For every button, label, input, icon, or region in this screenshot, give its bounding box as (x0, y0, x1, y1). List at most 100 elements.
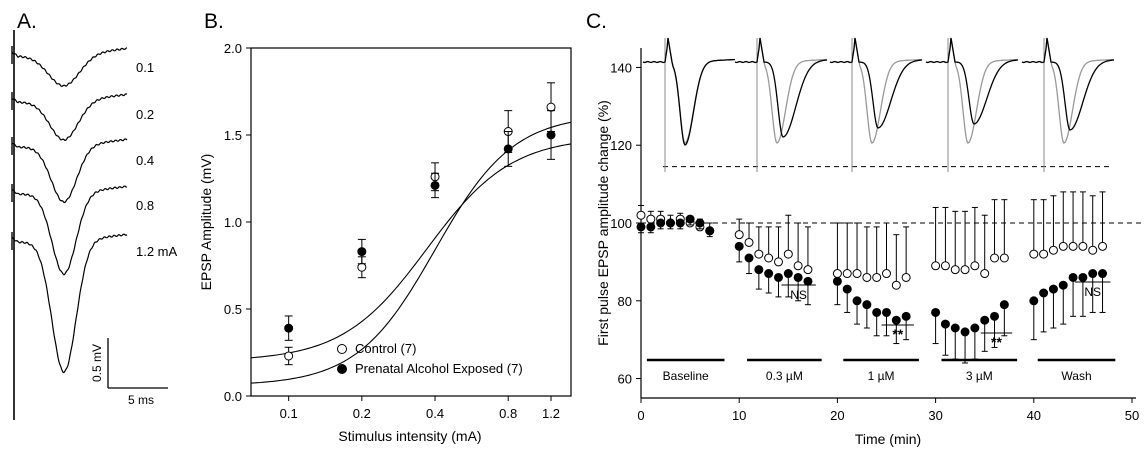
plot-c-point-1-21 (882, 307, 891, 317)
scale-time-label: 5 ms (128, 393, 154, 407)
plot-c-point-0-8 (734, 230, 744, 240)
plot-b-point-1-0 (284, 323, 294, 333)
plot-c-point-1-23 (901, 311, 911, 321)
plot-c-significance: NS ** ** NS (781, 281, 1111, 350)
plot-b-fit-0 (250, 121, 572, 384)
plot-c-xtick-label-3: 30 (928, 408, 942, 423)
plot-c-point-1-19 (862, 300, 872, 310)
plot-c-point-1-32 (1029, 296, 1039, 306)
plot-c-point-1-17 (842, 284, 852, 294)
plot-c-point-0-16 (832, 269, 842, 279)
plot-c-point-0-27 (960, 265, 970, 275)
plot-c-point-1-33 (1039, 288, 1049, 298)
plot-c-xtick-label-5: 50 (1125, 408, 1139, 423)
plot-c-reference-lines (641, 166, 1143, 224)
plot-c-point-1-28 (970, 323, 980, 333)
plot-c-point-0-22 (891, 280, 901, 290)
plot-c-ytick-label-0: 60 (618, 372, 632, 387)
plot-b-point-1-1 (357, 247, 367, 257)
trace-4 (11, 233, 128, 374)
plot-b-point-0-1 (357, 262, 367, 272)
plot-c-xtick-label-1: 10 (732, 408, 746, 423)
plot-b-point-0-4 (546, 102, 556, 112)
plot-c-ytick-label-1: 80 (618, 294, 632, 309)
plot-c-point-0-23 (901, 272, 911, 282)
plot-c-point-1-13 (783, 269, 793, 279)
panel-c: C. 0 10 20 30 40 50 60 80 100 120 140 Baseline 0.3 … (586, 10, 1143, 447)
legend-pae-marker (337, 364, 347, 374)
plot-c-xtick-label-2: 20 (830, 408, 844, 423)
epsp-traces (11, 30, 128, 420)
trace-label-2: 0.4 (136, 153, 154, 168)
plot-c-xtick-label-0: 0 (637, 408, 644, 423)
plot-c-point-0-18 (852, 269, 862, 279)
condition-label-1: 0.3 µM (766, 369, 803, 383)
inset-trace-drug-3 (925, 37, 1019, 125)
panel-b: B. 0.1 0.2 0.4 0.8 1.2 0.0 0.5 1.0 1.5 2.0 Stimul… (198, 10, 572, 444)
trace-1 (11, 93, 128, 142)
plot-b-ytick-label-3: 1.5 (224, 128, 242, 143)
plot-c-point-1-6 (695, 218, 705, 228)
trace-label-4: 1.2 mA (136, 244, 178, 259)
plot-c-ticks: 0 10 20 30 40 50 60 80 100 120 140 (610, 60, 1139, 423)
scale-voltage-label: 0.5 mV (90, 344, 104, 382)
plot-c-point-0-20 (872, 272, 882, 282)
plot-c-point-0-19 (862, 272, 872, 282)
trace-label-0: 0.1 (136, 60, 154, 75)
plot-b-points (284, 82, 556, 366)
plot-c-point-0-32 (1029, 249, 1039, 259)
plot-c-point-1-36 (1068, 272, 1078, 282)
legend-control-label: Control (7) (355, 341, 416, 356)
trace-label-3: 0.8 (136, 198, 154, 213)
scale-bar: 0.5 mV 5 ms (90, 338, 168, 407)
plot-b-ytick-label-1: 0.5 (224, 302, 242, 317)
significance-label-1: ** (892, 326, 903, 342)
plot-c-point-1-29 (980, 315, 990, 325)
plot-c-ylabel: First pulse EPSP amplitude change (%) (595, 100, 611, 346)
inset-trace-drug-2 (829, 37, 923, 129)
plot-b-xtick-label-3: 0.8 (499, 406, 517, 421)
plot-c-point-1-31 (999, 300, 1009, 310)
legend-control-marker (337, 344, 347, 354)
plot-c-point-1-18 (852, 296, 862, 306)
condition-label-2: 1 µM (868, 369, 895, 383)
plot-c-point-1-26 (950, 323, 960, 333)
plot-b-legend: Control (7) Prenatal Alcohol Exposed (7) (337, 341, 523, 376)
condition-label-4: Wash (1061, 369, 1091, 383)
plot-c-point-1-15 (803, 276, 813, 286)
plot-b-ytick-label-2: 1.0 (224, 215, 242, 230)
plot-b-ylabel: EPSP Amplitude (mV) (198, 154, 214, 291)
plot-c-point-1-8 (734, 241, 744, 251)
significance-label-2: ** (991, 334, 1002, 350)
plot-c-point-1-25 (940, 319, 950, 329)
panel-b-label: B. (204, 10, 224, 33)
plot-c-point-1-22 (891, 315, 901, 325)
inset-trace-drug-4 (1021, 37, 1115, 131)
condition-label-3: 3 µM (966, 369, 993, 383)
trace-label-1: 0.2 (136, 107, 154, 122)
plot-c-point-1-14 (793, 272, 803, 282)
plot-c-point-1-30 (990, 311, 1000, 321)
plot-c-point-1-37 (1078, 272, 1088, 282)
plot-c-point-0-25 (940, 261, 950, 271)
plot-c-point-1-39 (1098, 269, 1108, 279)
plot-c-ytick-label-3: 120 (610, 138, 632, 153)
plot-c-point-1-2 (656, 218, 666, 228)
trace-3 (11, 185, 128, 276)
inset-trace-baseline-2 (829, 37, 923, 144)
plot-b-xtick-label-4: 1.2 (542, 406, 560, 421)
plot-c-point-0-39 (1098, 241, 1108, 251)
plot-c-point-1-9 (744, 253, 754, 263)
panel-a: A. 0.1 0.2 0.4 0.8 1.2 mA 0.5 mV 5 ms (11, 10, 178, 420)
plot-c-point-0-15 (803, 265, 813, 275)
plot-c-point-1-1 (646, 222, 656, 232)
trace-0 (11, 47, 128, 88)
plot-c-point-0-30 (990, 253, 1000, 263)
plot-c-point-1-7 (705, 226, 715, 236)
trace-labels: 0.1 0.2 0.4 0.8 1.2 mA (136, 60, 178, 259)
plot-c-point-1-12 (773, 272, 783, 282)
plot-c-point-0-33 (1039, 249, 1049, 259)
plot-c-xtick-label-4: 40 (1027, 408, 1041, 423)
plot-b-fit-1 (250, 143, 572, 359)
